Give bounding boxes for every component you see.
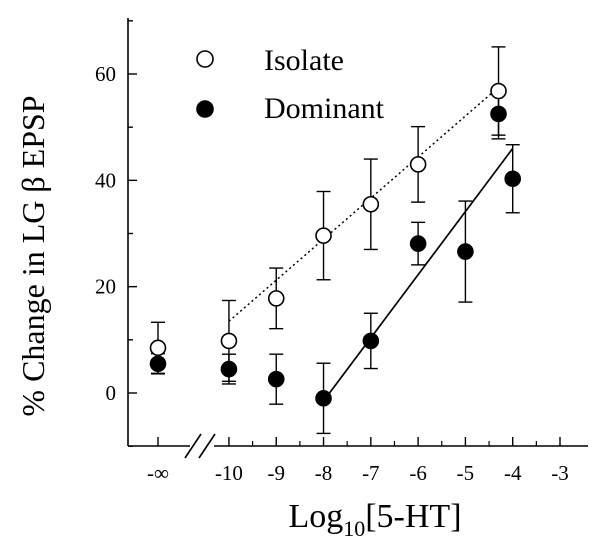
data-point-isolate [315, 227, 332, 244]
axis-break-mark [198, 433, 216, 459]
x-axis-label: Log10[5-HT] [288, 498, 461, 541]
fit-line-dominant [322, 147, 514, 402]
y-tick-label: 20 [95, 275, 116, 299]
x-tick-label: -5 [457, 461, 475, 485]
y-axis-label: % Change in LG β EPSP [15, 95, 51, 416]
data-point-isolate [490, 82, 507, 100]
data-point-isolate [409, 156, 427, 173]
x-tick-label: -3 [551, 461, 569, 485]
axes: 0 20 40 60 -∞ -10 -9 -8 -7 -6 -5 -4 -3 [95, 18, 588, 485]
x-tick-label: -4 [504, 461, 522, 485]
data-point-dominant [490, 105, 507, 123]
x-tick-label: -∞ [147, 461, 169, 485]
data-point-isolate [149, 339, 167, 357]
x-tick-label: -8 [315, 461, 333, 485]
data-point-isolate [220, 332, 238, 350]
fit-lines [228, 86, 514, 402]
data-point-dominant [220, 360, 238, 378]
data-point-isolate [362, 195, 380, 213]
y-tick-label: 60 [95, 62, 116, 86]
data-points [149, 82, 522, 407]
data-point-dominant [504, 170, 522, 188]
axis-break-mark [184, 433, 202, 459]
data-point-dominant [362, 332, 380, 350]
legend-marker-dominant [196, 100, 214, 118]
data-point-dominant [267, 370, 285, 388]
x-tick-label: -6 [409, 461, 427, 485]
x-tick-label: -7 [362, 461, 380, 485]
data-point-dominant [315, 390, 332, 407]
y-tick-label: 40 [95, 168, 116, 192]
x-tick-label: -10 [215, 461, 243, 485]
legend-marker-isolate [196, 50, 214, 68]
x-tick-label: -9 [267, 461, 285, 485]
legend-label-isolate: Isolate [264, 44, 344, 77]
data-point-dominant [149, 355, 167, 373]
legend: Isolate Dominant [196, 44, 385, 125]
data-point-dominant [409, 235, 427, 252]
data-point-isolate [267, 290, 285, 307]
data-point-dominant [457, 243, 474, 260]
y-tick-label: 0 [106, 381, 117, 405]
legend-label-dominant: Dominant [264, 92, 385, 125]
